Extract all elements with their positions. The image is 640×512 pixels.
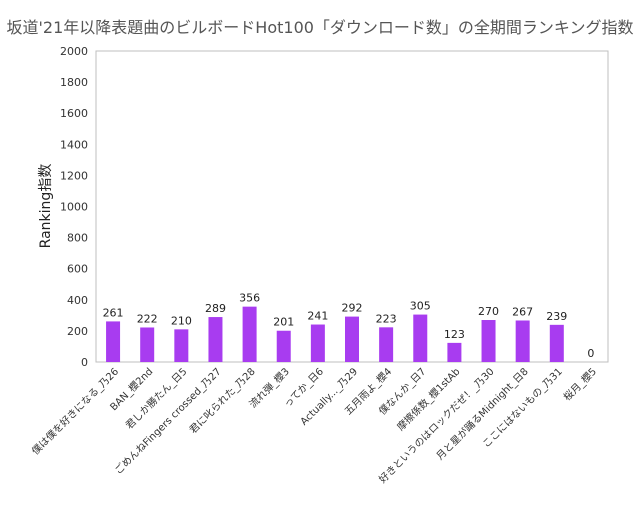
data-label: 239 xyxy=(546,310,567,323)
y-tick-label: 1600 xyxy=(60,107,88,120)
y-tick-label: 0 xyxy=(81,356,88,369)
data-label: 0 xyxy=(587,347,594,360)
x-tick-label: 君に叱られた_乃28 xyxy=(187,366,258,437)
bar xyxy=(447,342,462,362)
y-tick-label: 600 xyxy=(67,263,88,276)
bar xyxy=(242,306,257,362)
y-tick-label: 400 xyxy=(67,294,88,307)
bar xyxy=(174,329,189,362)
y-tick-label: 2000 xyxy=(60,45,88,58)
data-label: 222 xyxy=(137,312,158,325)
bar xyxy=(549,324,564,362)
bar xyxy=(310,324,325,362)
data-label: 270 xyxy=(478,305,499,318)
data-label: 241 xyxy=(307,310,328,323)
data-label: 223 xyxy=(376,312,397,325)
y-tick-label: 1000 xyxy=(60,201,88,214)
bar xyxy=(140,327,155,362)
data-label: 289 xyxy=(205,302,226,315)
y-tick-label: 800 xyxy=(67,232,88,245)
data-labels: 261 222 210 289 356 201 241 292 223 305 123 270 267 2… xyxy=(103,292,595,360)
bar xyxy=(106,321,121,362)
x-tick-label: 君しか勝たん_日5 xyxy=(123,365,190,432)
y-tick-label: 200 xyxy=(67,325,88,338)
x-axis-ticks: 僕は僕を好きになる_乃26BAN_櫻2nd君しか勝たん_日5ごめんねFinger… xyxy=(29,365,599,486)
bar xyxy=(276,330,291,362)
bar xyxy=(515,320,530,362)
y-tick-label: 1800 xyxy=(60,76,88,89)
data-label: 123 xyxy=(444,328,465,341)
y-axis-ticks: 0 200 400 600 800 1000 1200 1400 1600 1800 2000 xyxy=(60,45,88,369)
y-tick-label: 1400 xyxy=(60,138,88,151)
bar xyxy=(481,320,496,362)
data-label: 210 xyxy=(171,314,192,327)
bar xyxy=(413,314,428,362)
data-label: 201 xyxy=(273,316,294,329)
data-label: 305 xyxy=(410,300,431,313)
x-tick-label: 摩擦係数_櫻1stAb xyxy=(394,365,462,433)
data-label: 261 xyxy=(103,306,124,319)
data-label: 267 xyxy=(512,305,533,318)
bar xyxy=(379,327,394,362)
y-axis-label: Ranking指数 xyxy=(38,164,54,249)
bar xyxy=(208,317,223,362)
data-label: 356 xyxy=(239,292,260,305)
x-tick-label: 桜月_櫻5 xyxy=(561,365,599,403)
bar xyxy=(345,316,359,362)
y-tick-label: 1200 xyxy=(60,169,88,182)
chart-title: 坂道'21年以降表題曲のビルボードHot100「ダウンロード数」の全期間ランキン… xyxy=(6,18,634,37)
bars xyxy=(106,306,564,362)
x-tick-label: 僕は僕を好きになる_乃26 xyxy=(29,365,121,457)
data-label: 292 xyxy=(342,302,363,315)
